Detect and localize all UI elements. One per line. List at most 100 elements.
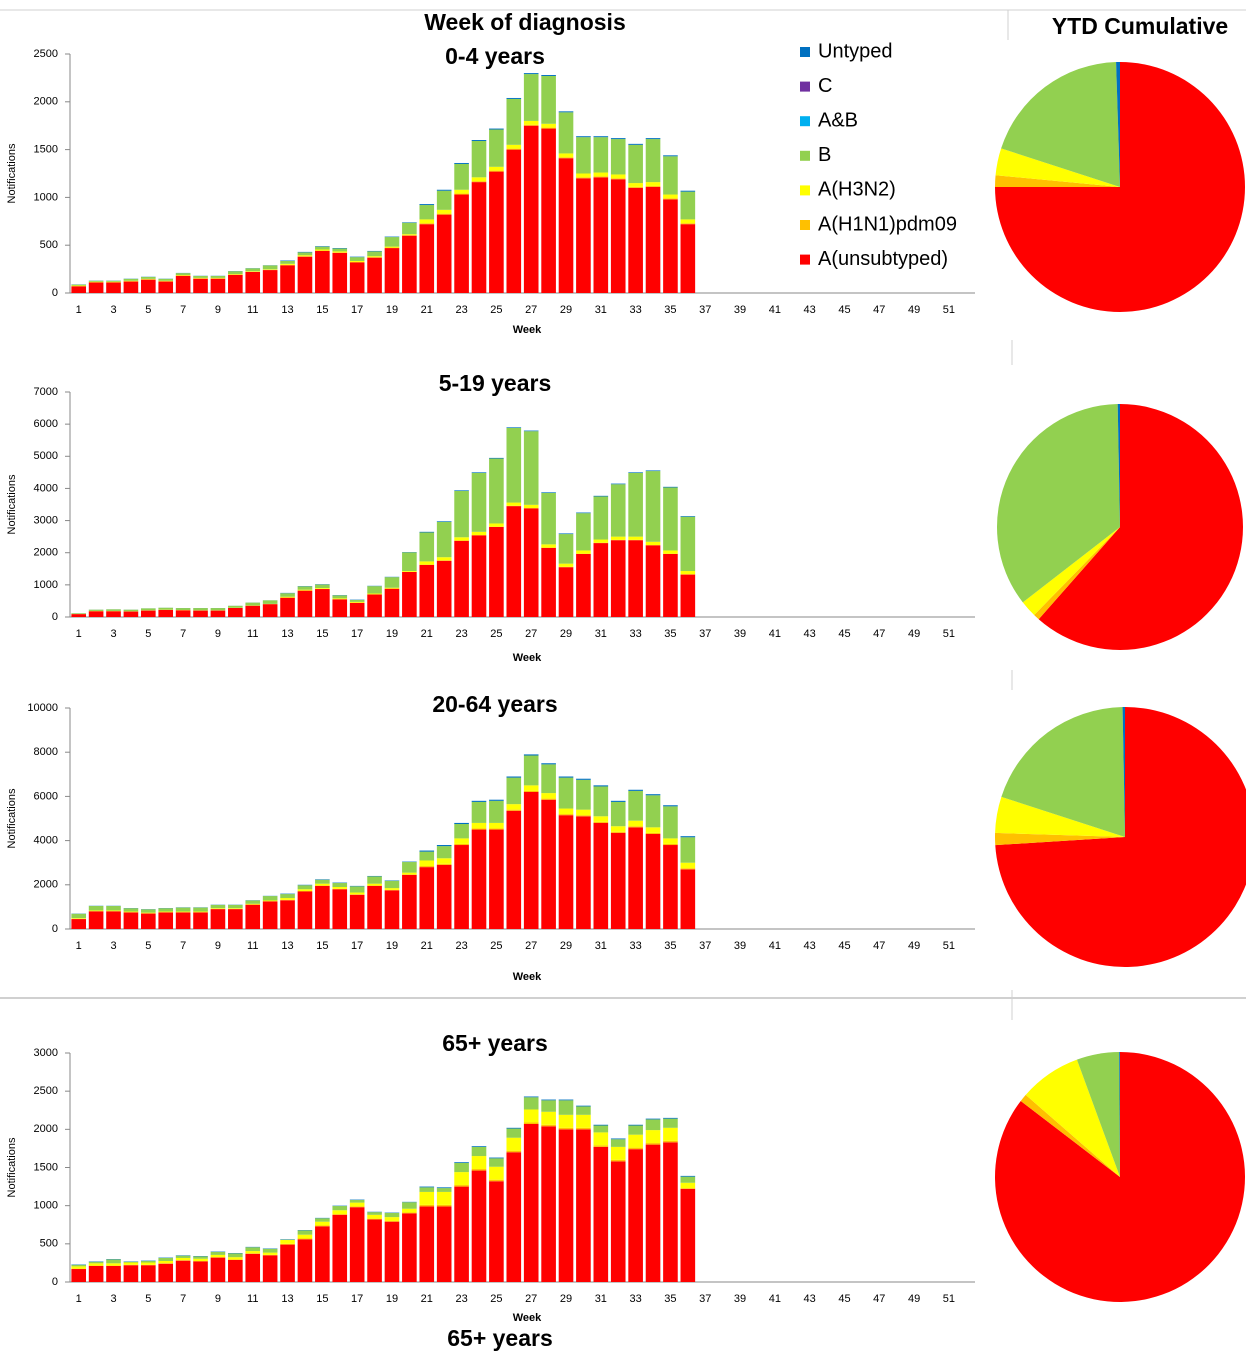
bar — [141, 611, 156, 617]
bar — [211, 276, 226, 278]
bar — [681, 191, 696, 192]
bar — [385, 237, 400, 247]
chart-title: 5-19 years — [439, 370, 552, 396]
bar — [71, 1269, 86, 1282]
y-tick-label: 10000 — [27, 702, 58, 714]
bar — [437, 561, 452, 617]
bar — [489, 828, 504, 829]
bar — [559, 814, 574, 815]
y-tick-label: 0 — [52, 1276, 58, 1288]
bar — [437, 1206, 452, 1282]
x-tick-label: 13 — [281, 304, 293, 316]
bar — [576, 815, 591, 816]
bar — [506, 427, 521, 428]
bar — [402, 236, 417, 293]
bar — [158, 1261, 173, 1263]
bar — [559, 567, 574, 617]
bar — [419, 1206, 434, 1282]
bar — [594, 1125, 609, 1126]
bar — [211, 611, 226, 617]
chart-title: 0-4 years — [445, 43, 545, 69]
bar — [472, 177, 487, 181]
bar — [681, 863, 696, 869]
bar — [437, 210, 452, 214]
bar — [506, 1152, 521, 1282]
bar — [681, 1177, 696, 1183]
bar — [211, 909, 226, 929]
bar — [141, 1265, 156, 1282]
bar — [367, 251, 382, 256]
bar — [350, 600, 365, 602]
bar — [437, 864, 452, 865]
bar — [506, 145, 521, 149]
bar — [245, 904, 260, 905]
bar — [576, 780, 591, 810]
bar — [524, 1109, 539, 1122]
bar — [559, 112, 574, 153]
bar — [89, 282, 104, 293]
bar — [681, 219, 696, 223]
x-tick-label: 29 — [560, 940, 572, 952]
bar — [332, 595, 347, 598]
bar — [541, 1112, 556, 1125]
bar — [663, 805, 678, 806]
x-tick-label: 5 — [145, 1293, 151, 1305]
bar — [611, 802, 626, 826]
bar — [594, 496, 609, 497]
bar — [489, 800, 504, 801]
bar — [419, 224, 434, 293]
bar — [367, 886, 382, 929]
bar — [576, 513, 591, 514]
x-axis-title: Week — [513, 324, 542, 336]
bar — [245, 603, 260, 606]
bar — [489, 167, 504, 171]
x-tick-label: 31 — [595, 304, 607, 316]
x-tick-label: 51 — [943, 304, 955, 316]
x-tick-label: 41 — [769, 304, 781, 316]
bar — [419, 532, 434, 561]
bar — [454, 541, 469, 617]
bar — [576, 554, 591, 617]
bar — [681, 1176, 696, 1177]
bar — [437, 846, 452, 858]
x-tick-label: 3 — [110, 1293, 116, 1305]
bar — [350, 886, 365, 892]
bar — [211, 1258, 226, 1282]
bar — [245, 1247, 260, 1251]
bar — [176, 1256, 191, 1258]
bar — [280, 1240, 295, 1244]
bar — [628, 473, 643, 537]
x-tick-label: 33 — [630, 940, 642, 952]
bar — [559, 777, 574, 778]
bar — [628, 791, 643, 821]
bar — [524, 1097, 539, 1109]
bar — [524, 508, 539, 617]
bar — [489, 1158, 504, 1166]
bar — [646, 1143, 661, 1145]
y-tick-label: 500 — [40, 239, 58, 251]
bar — [524, 431, 539, 505]
x-tick-label: 1 — [76, 940, 82, 952]
x-tick-label: 39 — [734, 304, 746, 316]
x-tick-label: 27 — [525, 1293, 537, 1305]
bar — [176, 1261, 191, 1282]
y-tick-label: 2500 — [34, 48, 58, 60]
bar — [193, 279, 208, 293]
bar — [576, 1106, 591, 1107]
bar — [628, 1126, 643, 1135]
bar — [576, 810, 591, 816]
x-tick-label: 29 — [560, 628, 572, 640]
y-tick-label: 0 — [52, 923, 58, 935]
bar — [385, 589, 400, 617]
bar — [559, 1100, 574, 1115]
bar — [124, 1262, 139, 1263]
bar — [402, 223, 417, 234]
bar — [611, 832, 626, 833]
bar — [628, 145, 643, 183]
x-axis-title: Week — [513, 971, 542, 983]
bar — [419, 866, 434, 867]
x-tick-label: 1 — [76, 304, 82, 316]
bar — [280, 593, 295, 597]
bar — [315, 884, 330, 886]
bar — [419, 565, 434, 617]
